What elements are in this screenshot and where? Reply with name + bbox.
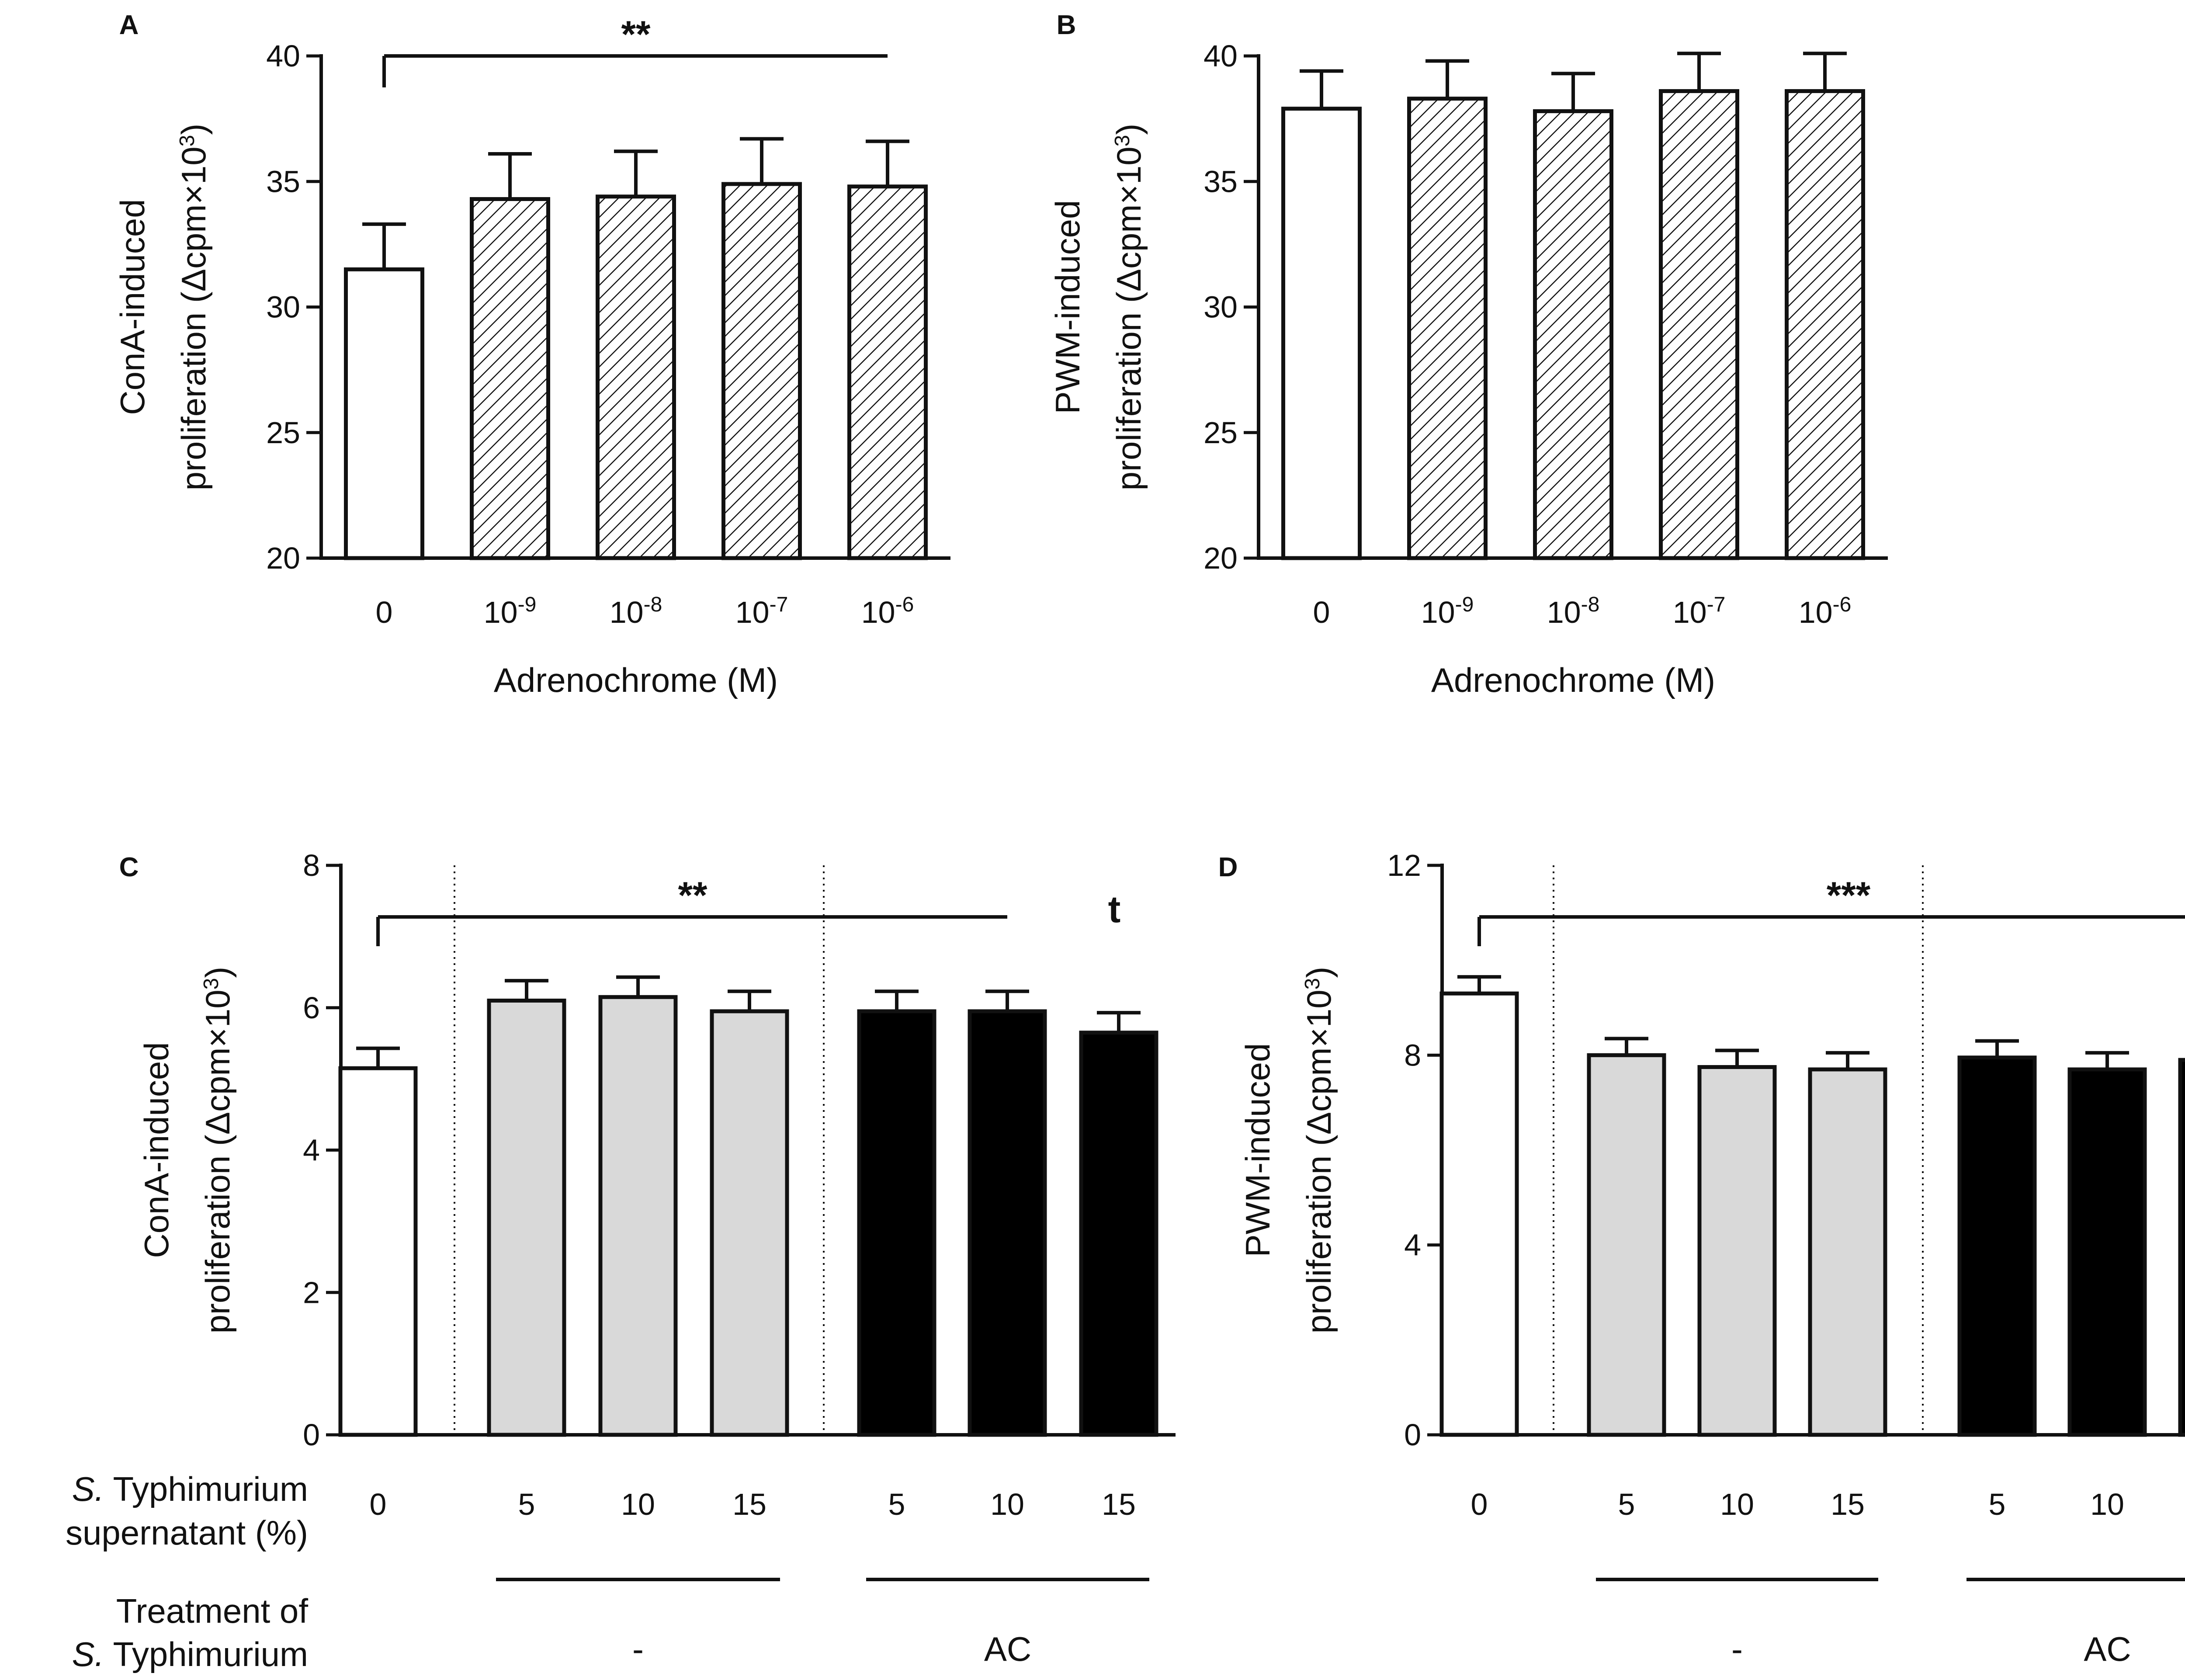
panel-b-xtick-label: 10-6 xyxy=(1799,593,1852,630)
panel-b-xtick-label: 0 xyxy=(1313,595,1330,629)
panel-d-bar xyxy=(2178,1058,2185,1437)
panel-a-xtick-label: 10-9 xyxy=(484,593,537,630)
panel-c-row1-label-line1: S. Typhimurium xyxy=(72,1470,308,1508)
panel-d-group-label: AC xyxy=(2084,1630,2131,1668)
panel-a-xlabel: Adrenochrome (M) xyxy=(494,661,778,699)
panel-b-chart: B 20 25 30 35 40 PWM-induced proliferation (Δcp… xyxy=(1048,10,1888,699)
panel-b-ytick-label: 25 xyxy=(1203,416,1238,450)
panel-c-letter: C xyxy=(119,852,139,882)
panel-c-row2-label-line2: S. Typhimurium xyxy=(72,1635,308,1673)
panel-d-letter: D xyxy=(1218,852,1238,882)
panel-c-bar xyxy=(487,998,566,1437)
panel-d-xtick-label: 5 xyxy=(1989,1487,2006,1521)
panel-d-significance-label: *** xyxy=(1827,875,1871,916)
panel-d-bar xyxy=(1957,1055,2037,1437)
panel-d-bar xyxy=(2067,1067,2147,1437)
panel-d-xtick-label: 10 xyxy=(1720,1487,1754,1521)
panel-b-letter: B xyxy=(1057,10,1076,40)
panel-a-bar xyxy=(470,197,550,560)
panel-d-ytick-label: 12 xyxy=(1387,848,1421,882)
panel-c-bar xyxy=(1079,1031,1158,1437)
panel-a-significance-label: ** xyxy=(621,14,651,56)
panel-b-bar xyxy=(1407,97,1488,560)
panel-a-ytick-label: 35 xyxy=(266,164,300,198)
panel-d-ylabel-line2: proliferation (Δcpm×103) xyxy=(1300,967,1338,1334)
panel-c-bar xyxy=(710,1009,789,1437)
panel-b-ylabel-line2: proliferation (Δcpm×103) xyxy=(1110,124,1148,491)
panel-a-ytick-label: 30 xyxy=(266,290,300,324)
panel-d-xtick-label: 5 xyxy=(1618,1487,1635,1521)
panel-b-ytick-label: 40 xyxy=(1203,39,1238,73)
panel-d-bar xyxy=(1439,991,1519,1437)
panel-b-ytick-label: 30 xyxy=(1203,290,1238,324)
panel-d-group-label: - xyxy=(1731,1630,1743,1668)
panel-d-ytick-label: 8 xyxy=(1404,1038,1421,1072)
panel-b-xtick-label: 10-9 xyxy=(1421,593,1474,630)
panel-c-bar xyxy=(857,1009,936,1437)
panel-b-ytick-label: 20 xyxy=(1203,541,1238,575)
panel-a-bar xyxy=(344,267,424,560)
panel-c-bar xyxy=(598,995,678,1437)
panel-c-xtick-label: 5 xyxy=(518,1487,535,1521)
panel-a-bar xyxy=(847,184,928,560)
panel-c-trend-mark: t xyxy=(1108,889,1121,930)
panel-d-ytick-label: 4 xyxy=(1404,1228,1421,1262)
panel-a-xtick-label: 10-7 xyxy=(735,593,788,630)
panel-d-bar xyxy=(1587,1053,1666,1437)
panel-a-ytick-label: 25 xyxy=(266,416,300,450)
panel-c-ytick-label: 0 xyxy=(303,1418,320,1452)
panel-c-significance-label: ** xyxy=(678,875,708,916)
panel-b-bar xyxy=(1533,109,1613,560)
panel-d-ytick-label: 0 xyxy=(1404,1418,1421,1452)
panel-a-ylabel-line2: proliferation (Δcpm×103) xyxy=(174,124,213,491)
panel-c-ytick-label: 8 xyxy=(303,848,320,882)
panel-c-group-label: - xyxy=(632,1630,644,1668)
panel-c-ylabel-line2: proliferation (Δcpm×103) xyxy=(198,967,237,1334)
panel-d-xtick-label: 15 xyxy=(1831,1487,1865,1521)
panel-d-bar xyxy=(1808,1067,1887,1437)
panel-b-bar xyxy=(1659,89,1739,560)
panel-c-xtick-label: 0 xyxy=(370,1487,387,1521)
panel-c-ytick-label: 2 xyxy=(303,1275,320,1309)
panel-a-ytick-label: 20 xyxy=(266,541,300,575)
panel-c-ytick-label: 4 xyxy=(303,1133,320,1167)
panel-c-group-label: AC xyxy=(984,1630,1031,1668)
panel-b-xtick-label: 10-7 xyxy=(1673,593,1726,630)
panel-b-bar xyxy=(1785,89,1865,560)
panel-a-bar xyxy=(721,182,802,560)
panel-a-xtick-label: 10-6 xyxy=(861,593,914,630)
panel-a-letter: A xyxy=(119,10,139,40)
panel-a-chart: A 20 25 30 35 40 ConA-induced proliferation (Δc… xyxy=(113,10,950,699)
panel-c-xtick-label: 10 xyxy=(621,1487,655,1521)
panel-b-ylabel-line1: PWM-induced xyxy=(1048,200,1087,414)
panel-c-xtick-label: 10 xyxy=(990,1487,1024,1521)
panel-b-ytick-label: 35 xyxy=(1203,164,1238,198)
panel-a-ytick-label: 40 xyxy=(266,39,300,73)
panel-c-row2-label-line1: Treatment of xyxy=(116,1592,309,1630)
panel-c-xtick-label: 15 xyxy=(732,1487,766,1521)
panel-c-ytick-label: 6 xyxy=(303,991,320,1025)
panel-d-bar xyxy=(1697,1065,1777,1437)
panel-c-xtick-label: 15 xyxy=(1102,1487,1136,1521)
panel-a-xtick-label: 10-8 xyxy=(610,593,662,630)
panel-d-xtick-label: 0 xyxy=(1471,1487,1488,1521)
panel-b-xtick-label: 10-8 xyxy=(1547,593,1600,630)
panel-b-bar xyxy=(1281,107,1362,560)
panel-a-xtick-label: 0 xyxy=(376,595,393,629)
panel-c-bar xyxy=(968,1009,1047,1437)
panel-c-bar xyxy=(338,1066,418,1437)
panel-c-ylabel-line1: ConA-induced xyxy=(137,1042,176,1258)
panel-a-bar xyxy=(596,194,676,560)
panel-d-chart: D 0 4 8 12 PWM-induced proliferation (Δcpm×103… xyxy=(1218,848,2185,1668)
panel-a-ylabel-line1: ConA-induced xyxy=(113,199,152,415)
panel-d-ylabel-line1: PWM-induced xyxy=(1238,1043,1277,1257)
panel-c-xtick-label: 5 xyxy=(888,1487,905,1521)
panel-c-row1-label-line2: supernatant (%) xyxy=(66,1513,308,1552)
panel-d-xtick-label: 10 xyxy=(2090,1487,2124,1521)
panel-b-xlabel: Adrenochrome (M) xyxy=(1431,661,1715,699)
panel-c-chart: C 0 2 4 6 8 ConA-induced proliferation (Δcpm×10… xyxy=(66,848,1176,1673)
